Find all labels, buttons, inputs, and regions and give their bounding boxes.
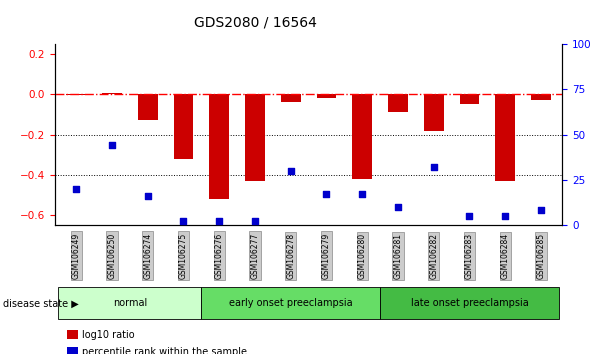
Bar [138,95,157,120]
Text: log10 ratio: log10 ratio [82,330,135,339]
Text: GSM106249: GSM106249 [72,233,81,279]
Text: GSM106282: GSM106282 [429,233,438,279]
Text: GSM106250: GSM106250 [108,233,116,279]
Bar [353,95,372,179]
Text: normal: normal [112,298,147,308]
Bar [174,95,193,159]
Text: GSM106285: GSM106285 [536,233,545,279]
Text: GSM106275: GSM106275 [179,233,188,279]
Text: GSM106277: GSM106277 [250,233,260,279]
Point [500,213,510,219]
Point [179,218,188,224]
Point [393,204,403,210]
Text: GSM106280: GSM106280 [358,233,367,279]
Bar [424,95,443,131]
Point [429,164,438,170]
Text: GSM106278: GSM106278 [286,233,295,279]
Point [358,191,367,197]
Bar [496,95,515,181]
Text: GSM106284: GSM106284 [501,233,510,279]
Bar [317,95,336,98]
Text: GSM106279: GSM106279 [322,233,331,279]
Bar [388,95,408,113]
Point [107,143,117,148]
Text: GSM106283: GSM106283 [465,233,474,279]
Point [250,218,260,224]
Text: late onset preeclampsia: late onset preeclampsia [410,298,528,308]
Bar [531,95,551,101]
Bar [245,95,264,181]
Text: GSM106276: GSM106276 [215,233,224,279]
Point [536,207,546,213]
Bar [102,93,122,95]
Point [71,186,81,192]
Text: early onset preeclampsia: early onset preeclampsia [229,298,353,308]
Text: GSM106274: GSM106274 [143,233,152,279]
Bar [58,287,201,319]
Bar [209,95,229,199]
Point [214,218,224,224]
Point [465,213,474,219]
Text: GSM106281: GSM106281 [393,233,402,279]
Point [286,168,295,173]
Bar [380,287,559,319]
Bar [460,95,479,104]
Bar [281,95,300,102]
Point [322,191,331,197]
Text: disease state ▶: disease state ▶ [3,298,79,308]
Text: percentile rank within the sample: percentile rank within the sample [82,347,247,354]
Text: GDS2080 / 16564: GDS2080 / 16564 [194,16,317,30]
Point [143,193,153,199]
Bar [201,287,380,319]
